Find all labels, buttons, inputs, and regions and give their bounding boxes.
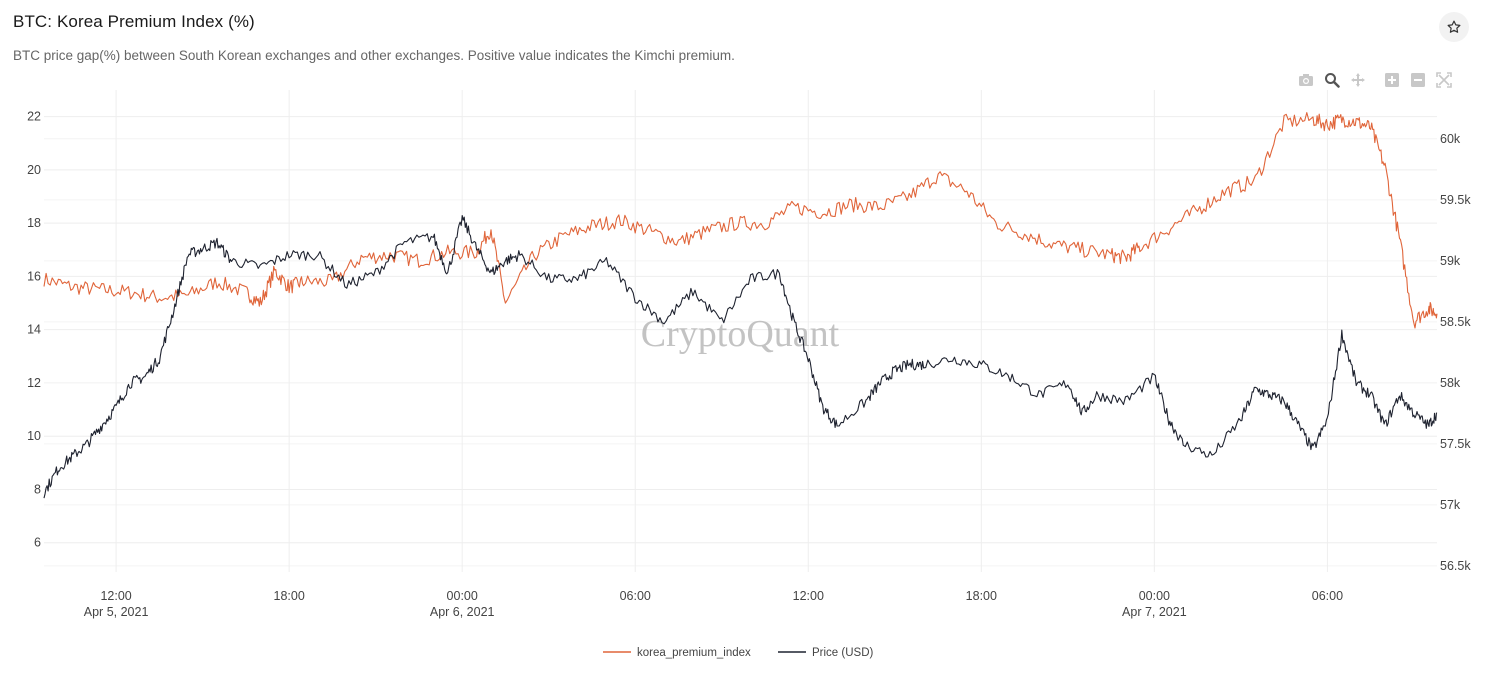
page-title: BTC: Korea Premium Index (%) [13, 12, 255, 31]
watermark: CryptoQuant [641, 313, 840, 355]
zoom-button[interactable] [1322, 70, 1342, 90]
legend-label: korea_premium_index [637, 647, 751, 659]
pan-icon [1351, 73, 1365, 87]
y-right-tick-label: 57.5k [1440, 437, 1471, 451]
left-y-axis: 6 8 10 12 14 16 18 20 22 [27, 110, 41, 550]
x-tick-time: 18:00 [274, 589, 305, 603]
x-tick-time: 06:00 [1312, 589, 1343, 603]
chart-legend: korea_premium_index Price (USD) [603, 647, 874, 659]
price-usd-line [43, 214, 1438, 499]
star-icon [1447, 20, 1461, 33]
zoom-out-icon [1411, 73, 1425, 87]
y-right-tick-label: 58.5k [1440, 315, 1471, 329]
autoscale-icon [1436, 72, 1452, 88]
y-left-tick-label: 12 [27, 376, 41, 390]
chart-gridlines [44, 90, 1437, 572]
legend-item-korea-premium[interactable]: korea_premium_index [603, 647, 751, 659]
page-subtitle: BTC price gap(%) between South Korean ex… [13, 48, 735, 63]
y-left-tick-label: 10 [27, 429, 41, 443]
chart-modebar [1296, 70, 1454, 90]
x-axis: 12:00 Apr 5, 2021 18:00 00:00 Apr 6, 2021 06:… [84, 589, 1343, 619]
zoom-in-button[interactable] [1382, 70, 1402, 90]
zoom-in-icon [1385, 73, 1399, 87]
y-left-tick-label: 14 [27, 323, 41, 337]
y-right-tick-label: 58k [1440, 376, 1461, 390]
x-tick-time: 12:00 [793, 589, 824, 603]
camera-icon [1299, 74, 1313, 86]
y-right-tick-label: 56.5k [1440, 559, 1471, 573]
zoom-out-button[interactable] [1408, 70, 1428, 90]
x-tick-date: Apr 5, 2021 [84, 605, 149, 619]
y-right-tick-label: 60k [1440, 132, 1461, 146]
y-left-tick-label: 22 [27, 110, 41, 124]
x-tick-time: 12:00 [100, 589, 131, 603]
x-tick-date: Apr 6, 2021 [430, 605, 495, 619]
pan-button[interactable] [1348, 70, 1368, 90]
y-left-tick-label: 18 [27, 216, 41, 230]
y-left-tick-label: 8 [34, 482, 41, 496]
y-left-tick-label: 6 [34, 536, 41, 550]
korea-premium-line [43, 112, 1438, 329]
y-left-tick-label: 16 [27, 269, 41, 283]
right-y-axis: 56.5k 57k 57.5k 58k 58.5k 59k 59.5k 60k [1440, 132, 1471, 573]
x-tick-time: 00:00 [1139, 589, 1170, 603]
download-image-button[interactable] [1296, 70, 1316, 90]
x-tick-time: 18:00 [966, 589, 997, 603]
chart-series [43, 112, 1438, 499]
x-tick-time: 00:00 [447, 589, 478, 603]
y-right-tick-label: 57k [1440, 498, 1461, 512]
favorite-button[interactable] [1439, 12, 1469, 42]
y-right-tick-label: 59.5k [1440, 193, 1471, 207]
y-left-tick-label: 20 [27, 163, 41, 177]
x-tick-time: 06:00 [620, 589, 651, 603]
autoscale-button[interactable] [1434, 70, 1454, 90]
legend-label: Price (USD) [812, 647, 874, 659]
legend-item-price-usd[interactable]: Price (USD) [778, 647, 874, 659]
x-tick-date: Apr 7, 2021 [1122, 605, 1187, 619]
y-right-tick-label: 59k [1440, 254, 1461, 268]
zoom-icon [1325, 73, 1340, 88]
